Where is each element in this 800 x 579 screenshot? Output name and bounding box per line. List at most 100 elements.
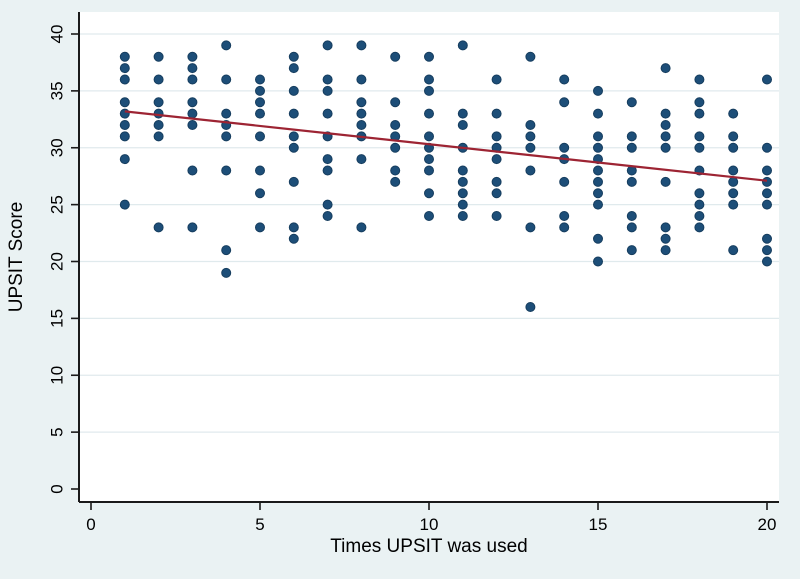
data-point xyxy=(255,85,265,96)
data-point xyxy=(424,74,434,85)
data-point xyxy=(322,199,333,210)
data-point xyxy=(762,188,772,199)
y-tick-label-0: 0 xyxy=(47,484,66,493)
data-point xyxy=(322,85,333,96)
data-point xyxy=(660,176,671,187)
data-point xyxy=(491,131,502,142)
data-point xyxy=(187,165,198,176)
data-point xyxy=(424,131,434,142)
data-point xyxy=(221,245,232,256)
data-point xyxy=(457,188,468,199)
data-point xyxy=(288,63,299,74)
data-point xyxy=(593,165,603,176)
data-point xyxy=(221,165,232,176)
data-point xyxy=(119,74,130,85)
data-point xyxy=(660,233,671,244)
data-point xyxy=(356,154,367,165)
y-tick-label-5: 5 xyxy=(47,427,66,436)
data-point xyxy=(457,211,468,221)
data-point xyxy=(593,142,603,153)
data-point xyxy=(288,176,299,187)
data-point xyxy=(221,108,232,119)
data-point xyxy=(694,97,705,108)
data-point xyxy=(660,222,671,233)
data-point xyxy=(525,222,536,233)
x-axis-title: Times UPSIT was used xyxy=(330,536,527,557)
data-point xyxy=(390,120,401,130)
data-point xyxy=(491,74,502,85)
data-point xyxy=(390,165,401,176)
data-point xyxy=(356,40,367,51)
data-point xyxy=(288,85,299,96)
x-tick-label-5: 5 xyxy=(255,515,264,534)
data-point xyxy=(187,120,198,130)
x-tick-label-0: 0 xyxy=(86,515,95,534)
data-point xyxy=(694,222,705,233)
data-point xyxy=(593,85,603,96)
data-point xyxy=(153,222,164,233)
data-point xyxy=(424,51,434,62)
data-point xyxy=(457,176,468,187)
data-point xyxy=(660,245,671,256)
x-axis-ticks: 0 5 10 15 20 xyxy=(86,502,776,534)
data-point xyxy=(153,74,164,85)
data-point xyxy=(525,165,536,176)
data-point xyxy=(457,199,468,210)
data-point xyxy=(559,97,570,108)
data-point xyxy=(119,199,130,210)
data-point xyxy=(728,165,739,176)
data-point xyxy=(525,120,536,130)
data-point xyxy=(424,165,434,176)
data-point xyxy=(457,108,468,119)
x-tick-label-10: 10 xyxy=(420,515,439,534)
data-point xyxy=(356,74,367,85)
x-tick-label-15: 15 xyxy=(589,515,608,534)
data-point xyxy=(559,211,570,221)
data-point xyxy=(390,142,401,153)
data-point xyxy=(356,97,367,108)
data-point xyxy=(559,176,570,187)
data-point xyxy=(491,211,502,221)
data-point xyxy=(221,267,232,278)
data-point xyxy=(288,51,299,62)
data-point xyxy=(187,108,198,119)
data-point xyxy=(356,120,367,130)
data-point xyxy=(525,302,536,312)
data-point xyxy=(255,74,265,85)
data-point xyxy=(424,85,434,96)
data-point xyxy=(187,74,198,85)
data-point xyxy=(694,108,705,119)
data-point xyxy=(424,188,434,199)
data-point xyxy=(187,63,198,74)
y-tick-label-10: 10 xyxy=(47,366,66,385)
data-point xyxy=(221,40,232,51)
data-point xyxy=(559,142,570,153)
data-point xyxy=(322,154,333,165)
data-point xyxy=(288,142,299,153)
data-point xyxy=(255,222,265,233)
y-tick-label-35: 35 xyxy=(47,81,66,100)
data-point xyxy=(255,188,265,199)
x-tick-label-20: 20 xyxy=(758,515,777,534)
y-tick-label-20: 20 xyxy=(47,252,66,271)
data-point xyxy=(762,256,772,267)
data-point xyxy=(660,142,671,153)
data-point xyxy=(288,222,299,233)
y-tick-label-25: 25 xyxy=(47,195,66,214)
data-point xyxy=(424,154,434,165)
y-axis-ticks: 0 5 10 15 20 25 30 35 40 xyxy=(47,25,79,494)
data-point xyxy=(762,176,772,187)
data-point xyxy=(221,131,232,142)
data-point xyxy=(187,97,198,108)
data-point xyxy=(153,51,164,62)
data-point xyxy=(322,211,333,221)
plot-area xyxy=(79,12,779,502)
data-point xyxy=(322,165,333,176)
data-point xyxy=(322,74,333,85)
data-point xyxy=(593,108,603,119)
y-tick-label-40: 40 xyxy=(47,25,66,44)
data-point xyxy=(491,154,502,165)
data-point xyxy=(626,131,637,142)
y-tick-label-15: 15 xyxy=(47,309,66,328)
